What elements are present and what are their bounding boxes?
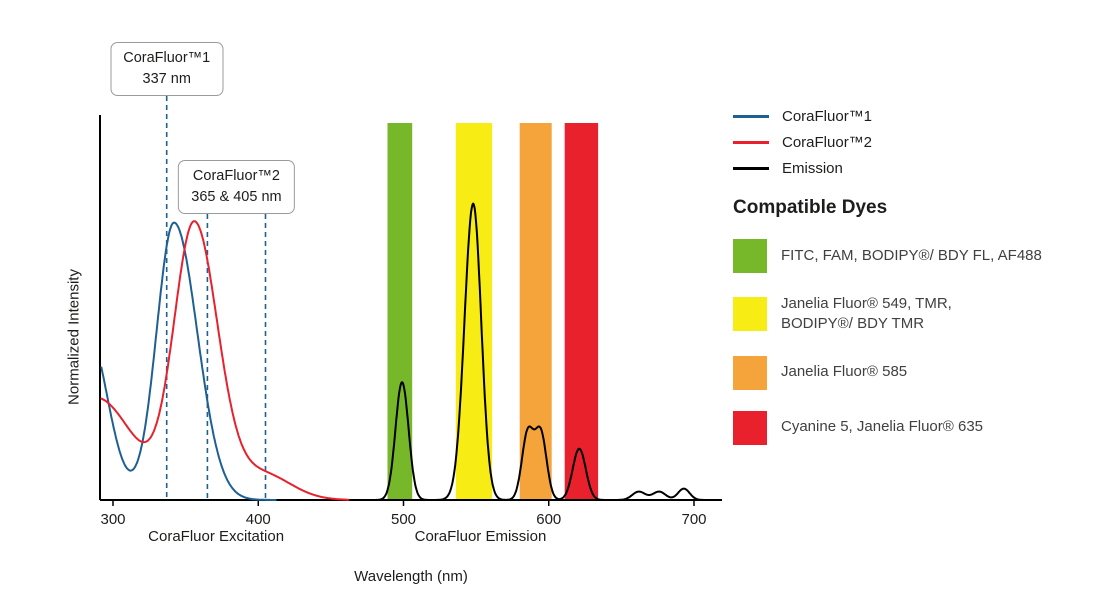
callout-corafluor1-337nm: CoraFluor™1 337 nm (110, 42, 224, 97)
dye-swatch-orange (733, 355, 767, 390)
legend-line-swatch-blue (733, 114, 769, 118)
dye-label: Janelia Fluor® 585 (781, 363, 908, 381)
spectrum-curve-excitation-2 (100, 220, 350, 501)
dye-label: Janelia Fluor® 549, TMR, BODIPY®/ BDY TM… (781, 295, 952, 333)
dye-label: Cyanine 5, Janelia Fluor® 635 (781, 418, 984, 436)
dye-swatch-green (733, 239, 767, 273)
x-axis-title: Wavelength (nm) (354, 568, 468, 585)
x-tick-label: 700 (681, 511, 706, 528)
legend-line-swatch-red (733, 140, 769, 144)
dye-item-green: FITC, FAM, BODIPY®/ BDY FL, AF488 (733, 239, 1101, 273)
x-tick-label: 400 (246, 511, 271, 528)
emission-band-yellow (455, 123, 493, 499)
legend-item-label: CoraFluor™2 (782, 133, 873, 151)
x-tick-label: 300 (100, 511, 125, 528)
emission-band-green (387, 123, 413, 499)
y-axis-title: Normalized Intensity (65, 269, 83, 405)
legend-item-label: Emission (782, 159, 843, 177)
dye-label: FITC, FAM, BODIPY®/ BDY FL, AF488 (781, 246, 1042, 264)
spectrum-curve-excitation-1 (100, 221, 277, 501)
callout-corafluor2-365-405nm: CoraFluor™2 365 & 405 nm (178, 160, 295, 215)
legend-item-corafluor2: CoraFluor™2 (733, 129, 1101, 155)
compatible-dyes-list: FITC, FAM, BODIPY®/ BDY FL, AF488 Janeli… (733, 239, 1101, 445)
legend-line-swatch-black (733, 166, 769, 170)
dye-item-yellow: Janelia Fluor® 549, TMR, BODIPY®/ BDY TM… (733, 294, 1101, 335)
x-axis-group-label: CoraFluor Excitation (148, 528, 284, 545)
compatible-dyes-heading: Compatible Dyes (733, 197, 888, 218)
legend-panel: CoraFluor™1 CoraFluor™2 Emission Compati… (733, 103, 1101, 445)
dye-swatch-yellow (733, 297, 767, 332)
dye-item-red: Cyanine 5, Janelia Fluor® 635 (733, 410, 1101, 445)
x-tick-label: 600 (536, 511, 561, 528)
callout-title: CoraFluor™2 (192, 168, 280, 184)
legend-item-corafluor1: CoraFluor™1 (733, 103, 1101, 129)
x-axis-group-label: CoraFluor Emission (415, 528, 547, 545)
emission-band-red (564, 123, 599, 499)
legend-item-label: CoraFluor™1 (782, 107, 873, 125)
legend-series-list: CoraFluor™1 CoraFluor™2 Emission (733, 103, 1101, 181)
callout-value: 365 & 405 nm (191, 189, 282, 206)
callout-value: 337 nm (142, 71, 191, 88)
spectrum-curve-emission-3 (373, 202, 713, 501)
callout-title: CoraFluor™1 (123, 50, 211, 66)
dye-swatch-red (733, 410, 767, 445)
dye-item-orange: Janelia Fluor® 585 (733, 355, 1101, 390)
legend-item-emission: Emission (733, 155, 1101, 181)
x-tick-label: 500 (391, 511, 416, 528)
